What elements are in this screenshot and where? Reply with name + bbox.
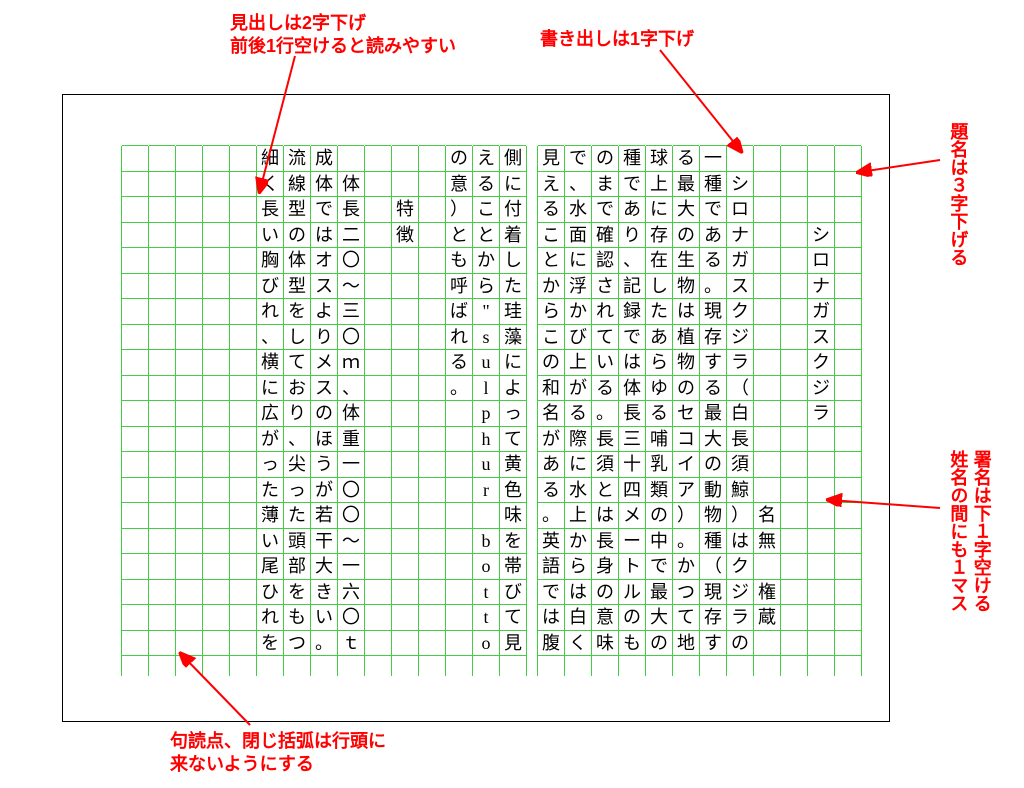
annotation-arrows [0,0,1024,788]
